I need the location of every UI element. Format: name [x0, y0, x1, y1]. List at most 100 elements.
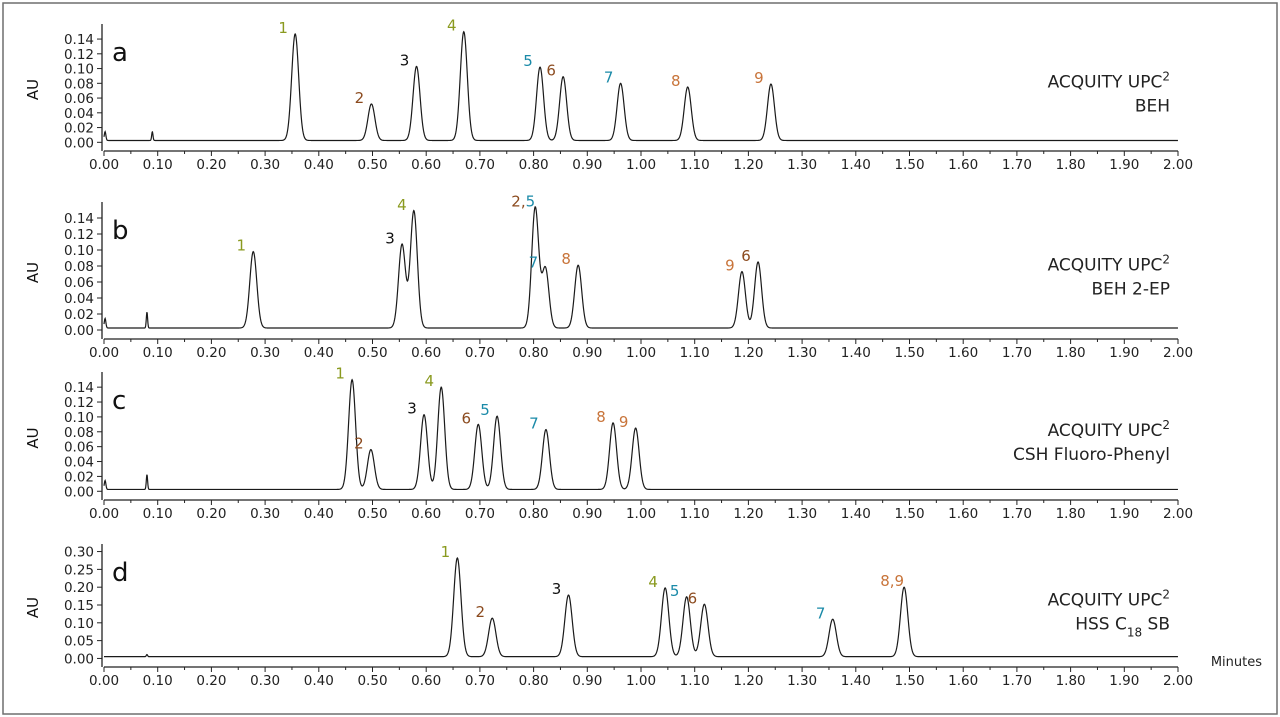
- y-tick-label: 0.00: [64, 484, 94, 500]
- x-tick-label: 1.40: [841, 673, 871, 689]
- x-tick-label: 1.70: [1002, 673, 1032, 689]
- x-tick-label: 1.10: [680, 506, 710, 522]
- peak-label: 6: [688, 589, 698, 607]
- panel-letter: c: [112, 386, 126, 416]
- y-tick-label: 0.06: [64, 440, 94, 456]
- x-tick-label: 0.70: [465, 506, 495, 522]
- x-tick-label: 1.70: [1002, 157, 1032, 173]
- x-tick-label: 1.40: [841, 506, 871, 522]
- x-tick-label: 0.00: [89, 673, 119, 689]
- x-tick-label: 0.70: [465, 673, 495, 689]
- x-tick-label: 0.60: [411, 506, 441, 522]
- peak-label: 1: [335, 365, 345, 383]
- chromatogram-trace: [103, 378, 1178, 491]
- y-tick-label: 0.10: [64, 410, 94, 426]
- x-tick-label: 1.90: [1109, 157, 1139, 173]
- y-tick-label: 0.02: [64, 121, 94, 137]
- x-tick-label: 1.30: [787, 157, 817, 173]
- peak-label: 1: [278, 19, 288, 37]
- peak-label: 3: [407, 400, 417, 418]
- x-tick-label: 0.80: [519, 506, 549, 522]
- peak-label: 4: [397, 196, 407, 214]
- peak-label: 9: [619, 413, 629, 431]
- peak-label: 2: [355, 89, 365, 107]
- x-tick-label: 1.60: [948, 157, 978, 173]
- column-name-line2: BEH: [1135, 97, 1170, 117]
- x-tick-label: 1.00: [626, 506, 656, 522]
- peak-label: 3: [552, 580, 562, 598]
- x-tick-label: 0.40: [304, 673, 334, 689]
- x-tick-label: 1.20: [733, 157, 763, 173]
- peak-label: 8,9: [880, 572, 904, 590]
- x-tick-label: 0.20: [196, 157, 226, 173]
- x-tick-label: 0.90: [572, 157, 602, 173]
- y-tick-label: 0.25: [64, 562, 94, 578]
- y-tick-label: 0.10: [64, 243, 94, 259]
- x-tick-label: 1.30: [787, 673, 817, 689]
- panel-letter: d: [112, 558, 129, 588]
- x-tick-label: 1.00: [626, 345, 656, 361]
- panel-letter: a: [112, 38, 128, 68]
- x-tick-label: 2.00: [1163, 673, 1193, 689]
- peak-label: 8: [596, 408, 606, 426]
- x-tick-label: 1.90: [1109, 673, 1139, 689]
- x-tick-label: 0.00: [89, 157, 119, 173]
- x-tick-label: 0.50: [357, 345, 387, 361]
- x-tick-label: 1.80: [1056, 506, 1086, 522]
- y-tick-label: 0.00: [64, 651, 94, 667]
- x-tick-label: 0.60: [411, 673, 441, 689]
- x-tick-label: 0.90: [572, 506, 602, 522]
- x-tick-label: 0.60: [411, 157, 441, 173]
- x-tick-label: 0.20: [196, 673, 226, 689]
- peak-label: 3: [400, 51, 410, 69]
- x-tick-label: 2.00: [1163, 345, 1193, 361]
- x-tick-label: 0.20: [196, 345, 226, 361]
- peak-label: 1: [237, 237, 247, 255]
- column-name-line2: BEH 2-EP: [1091, 280, 1170, 300]
- x-tick-label: 0.80: [519, 157, 549, 173]
- y-axis-label: AU: [24, 597, 42, 618]
- y-tick-label: 0.00: [64, 135, 94, 151]
- x-tick-label: 1.80: [1056, 345, 1086, 361]
- x-tick-label: 0.90: [572, 673, 602, 689]
- x-tick-label: 0.20: [196, 506, 226, 522]
- peak-label: 2: [354, 435, 364, 453]
- x-tick-label: 1.10: [680, 157, 710, 173]
- chromatogram-trace: [104, 556, 1178, 658]
- x-axis-label: Minutes: [1211, 655, 1262, 670]
- panel-d: 0.00 0.10 0.20 0.30 0.40 0.50 0.60 0.70 0.80 0.90…: [24, 543, 1262, 689]
- peak-label: 9: [754, 69, 764, 87]
- y-tick-label: 0.04: [64, 291, 94, 307]
- y-tick-label: 0.04: [64, 455, 94, 471]
- peak-label: 2: [475, 603, 485, 621]
- x-tick-label: 1.20: [733, 345, 763, 361]
- x-tick-label: 0.10: [143, 506, 173, 522]
- y-tick-label: 0.10: [64, 62, 94, 78]
- column-name-line2: HSS C18 SB: [1075, 615, 1170, 640]
- peak-label: 7: [816, 604, 826, 622]
- y-tick-label: 0.08: [64, 259, 94, 275]
- x-tick-label: 0.80: [519, 673, 549, 689]
- x-tick-label: 1.60: [948, 345, 978, 361]
- x-tick-label: 0.00: [89, 506, 119, 522]
- x-tick-label: 1.50: [894, 673, 924, 689]
- x-tick-label: 1.60: [948, 673, 978, 689]
- y-tick-label: 0.08: [64, 425, 94, 441]
- chromatogram-trace: [103, 205, 1178, 329]
- peak-label: 5: [480, 401, 490, 419]
- panel-c: 0.00 0.10 0.20 0.30 0.40 0.50 0.60 0.70 0.80 0.90…: [24, 365, 1193, 522]
- y-tick-label: 0.14: [64, 211, 94, 227]
- x-tick-label: 1.90: [1109, 506, 1139, 522]
- peak-label: 4: [447, 17, 457, 35]
- peak-label: 6: [546, 62, 556, 80]
- x-tick-label: 1.70: [1002, 345, 1032, 361]
- column-name-line1: ACQUITY UPC2: [1048, 253, 1170, 276]
- x-tick-label: 1.40: [841, 157, 871, 173]
- x-tick-label: 1.60: [948, 506, 978, 522]
- x-tick-label: 2.00: [1163, 506, 1193, 522]
- column-name-line2: CSH Fluoro-Phenyl: [1013, 445, 1170, 465]
- y-tick-label: 0.12: [64, 47, 94, 63]
- peak-label: 8: [671, 72, 681, 90]
- x-tick-label: 0.60: [411, 345, 441, 361]
- x-tick-label: 0.40: [304, 157, 334, 173]
